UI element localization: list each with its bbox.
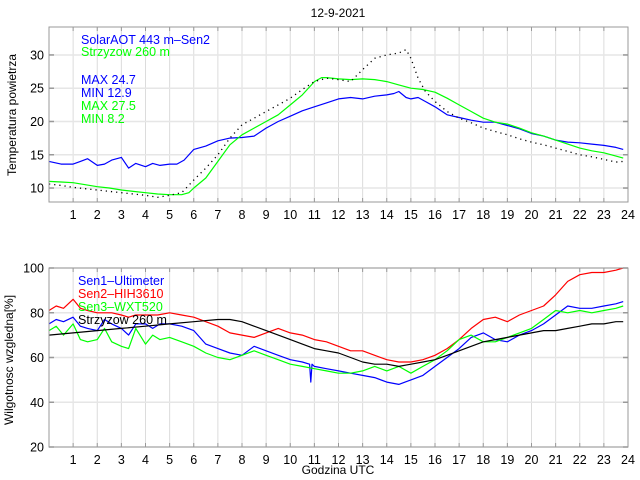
x-tick-label: 19	[500, 208, 514, 222]
x-tick-label: 13	[356, 208, 370, 222]
x-tick-label: 20	[525, 208, 539, 222]
legend-entry-sen1: Sen1–Ultimeter	[78, 274, 164, 288]
y-tick-label: 25	[30, 82, 44, 96]
x-tick-label: 13	[356, 453, 370, 467]
x-tick-label: 4	[142, 453, 149, 467]
x-tick-label: 22	[573, 453, 587, 467]
x-tick-label: 24	[621, 453, 635, 467]
x-tick-label: 8	[239, 453, 246, 467]
y-tick-label: 80	[30, 306, 44, 320]
x-tick-label: 19	[500, 453, 514, 467]
annotation-max-sen2: MAX 24.7	[81, 73, 136, 87]
humidity-panel: 1 2 3 4 5 6 7 8 9 10 11 12 13 14 15 16 17 18 19 20 21 22 23 242…	[2, 262, 635, 478]
x-tick-label: 10	[283, 453, 297, 467]
x-tick-label: 23	[597, 453, 611, 467]
ticks-top: 1 2 3 4 5 6 7 8 9 10 11 12 13 14 15 16 17 18 19 20 21 22 23 241…	[30, 27, 635, 222]
x-tick-label: 6	[190, 208, 197, 222]
x-tick-label: 1	[70, 208, 77, 222]
x-tick-label: 2	[94, 208, 101, 222]
x-tick-label: 17	[452, 208, 466, 222]
x-tick-label: 23	[597, 208, 611, 222]
series-line-sen3-wxt520	[48, 305, 624, 374]
annotation-min-sen2: MIN 12.9	[81, 86, 132, 100]
x-tick-label: 10	[283, 208, 297, 222]
x-tick-label: 21	[549, 453, 563, 467]
y-tick-label: 40	[30, 396, 44, 410]
legend-entry-sen2: Sen2–HIH3610	[78, 287, 164, 301]
y-tick-label: 30	[30, 48, 44, 62]
y-axis-label-bottom: Wilgotnosc wzgledna[%]	[2, 295, 16, 425]
annotation-max-strzyzow: MAX 27.5	[81, 99, 136, 113]
x-tick-label: 22	[573, 208, 587, 222]
x-tick-label: 14	[380, 453, 394, 467]
x-tick-label: 17	[452, 453, 466, 467]
x-tick-label: 15	[404, 208, 418, 222]
legend-entry-strzyzow: Strzyzow 260 m	[81, 45, 170, 59]
series-group-bottom	[48, 267, 624, 385]
y-tick-label: 20	[30, 115, 44, 129]
ticks-bottom: 1 2 3 4 5 6 7 8 9 10 11 12 13 14 15 16 17 18 19 20 21 22 23 242…	[23, 262, 635, 468]
x-tick-label: 18	[476, 208, 490, 222]
x-tick-label: 6	[190, 453, 197, 467]
legend-entry-solaraot: SolarAOT 443 m–Sen2	[81, 33, 210, 47]
x-tick-label: 5	[166, 208, 173, 222]
x-tick-label: 14	[380, 208, 394, 222]
annotation-min-strzyzow: MIN 8.2	[81, 112, 125, 126]
x-tick-label: 12	[332, 208, 346, 222]
x-tick-label: 16	[428, 208, 442, 222]
x-tick-label: 3	[118, 453, 125, 467]
y-tick-label: 20	[30, 441, 44, 455]
stats-annotations: MAX 24.7 MIN 12.9 MAX 27.5 MIN 8.2	[81, 73, 136, 126]
x-tick-label: 7	[214, 453, 221, 467]
x-tick-label: 11	[308, 208, 321, 222]
series-group-top	[48, 48, 624, 198]
y-tick-label: 15	[30, 148, 44, 162]
x-tick-label: 3	[118, 208, 125, 222]
x-tick-label: 5	[166, 453, 173, 467]
x-tick-label: 2	[94, 453, 101, 467]
x-tick-label: 12	[332, 453, 346, 467]
x-tick-label: 16	[428, 453, 442, 467]
x-tick-label: 15	[404, 453, 418, 467]
x-tick-label: 9	[263, 208, 270, 222]
x-tick-label: 4	[142, 208, 149, 222]
x-tick-label: 21	[549, 208, 563, 222]
x-tick-label: 11	[308, 453, 321, 467]
x-tick-label: 20	[525, 453, 539, 467]
x-tick-label: 7	[214, 208, 221, 222]
y-tick-label: 60	[30, 351, 44, 365]
legend-entry-strzyzow-rh: Strzyzow 260 m	[78, 313, 167, 327]
y-tick-label: 100	[23, 262, 44, 276]
grid-top	[49, 27, 628, 202]
x-tick-label: 9	[263, 453, 270, 467]
x-tick-label: 8	[239, 208, 246, 222]
temperature-panel: 1 2 3 4 5 6 7 8 9 10 11 12 13 14 15 16 17 18 19 20 21 22 23 241…	[5, 26, 635, 222]
series-line-sen2-hih3610	[48, 267, 624, 363]
series-line-sen1-ultimeter	[48, 301, 624, 385]
series-line-solaraot-443-m-sen2	[48, 90, 624, 169]
series-line-strzyzow-260-m	[48, 318, 624, 367]
y-tick-label: 10	[30, 182, 44, 196]
x-tick-label: 24	[621, 208, 635, 222]
legend-top: SolarAOT 443 m–Sen2 Strzyzow 260 m	[81, 33, 210, 59]
legend-bottom: Sen1–Ultimeter Sen2–HIH3610 Sen3–WXT520 …	[78, 274, 167, 327]
figure-title: 12-9-2021	[311, 6, 366, 20]
x-tick-label: 1	[70, 453, 77, 467]
legend-entry-sen3: Sen3–WXT520	[78, 300, 163, 314]
series-line-strzyzow-260-m	[48, 76, 624, 196]
x-tick-label: 18	[476, 453, 490, 467]
x-axis-label-bottom: Godzina UTC	[302, 463, 375, 477]
y-axis-label-top: Temperatura powietrza	[5, 54, 19, 176]
